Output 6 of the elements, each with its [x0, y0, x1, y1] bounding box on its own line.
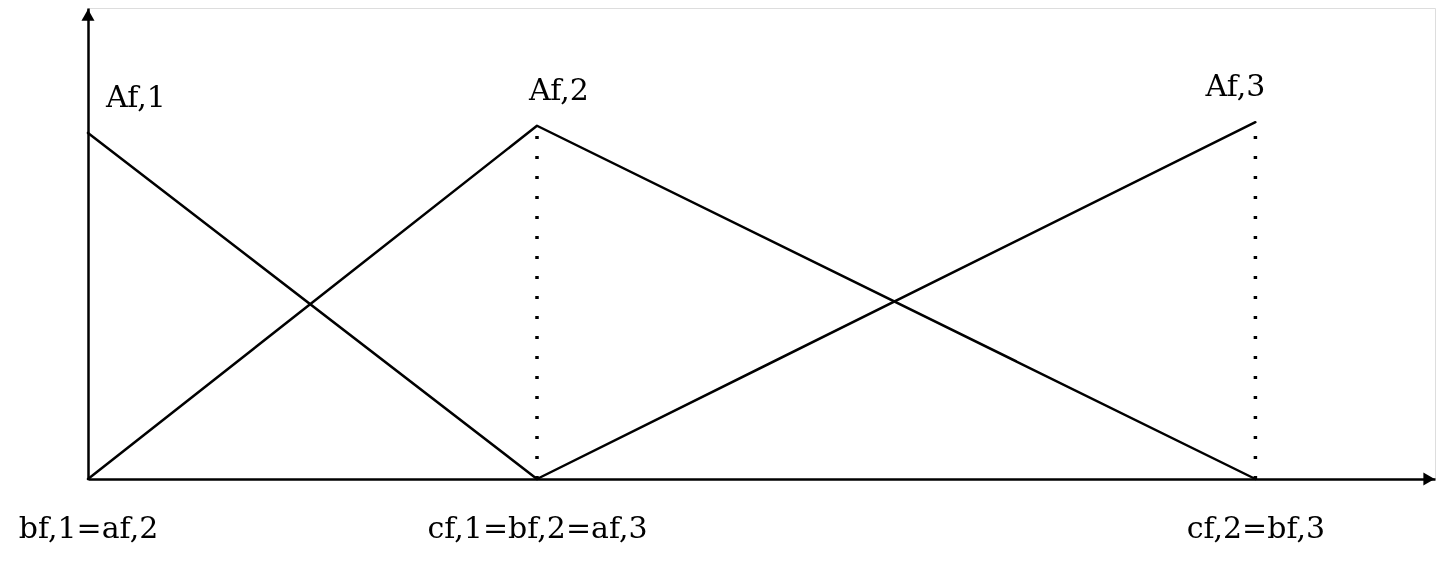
- x-tick-label: bf,1=af,2: [18, 509, 159, 545]
- series-label: Af,2: [528, 71, 589, 107]
- x-tick-label: cf,2=bf,3: [1186, 509, 1326, 545]
- x-tick-label: cf,1=bf,2=af,3: [427, 509, 648, 545]
- series-label: Af,3: [1204, 68, 1266, 104]
- series-label: Af,1: [105, 78, 166, 114]
